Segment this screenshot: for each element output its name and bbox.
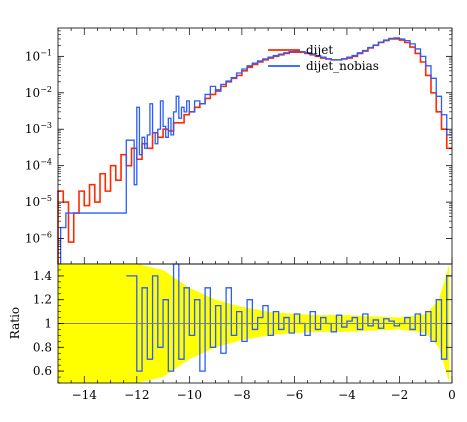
ratio-x-tick-label: −6	[286, 388, 304, 402]
main-series-dijet_nobias	[59, 37, 452, 264]
main-y-ticks: 10−6 10−5 10−4 10−3 10−2 10−1	[25, 30, 452, 265]
main-y-tick-label: 10−1	[25, 48, 52, 63]
ratio-x-tick-label: −12	[124, 388, 149, 402]
main-y-tick-label: 10−3	[25, 121, 52, 136]
ratio-y-tick-label: 0.6	[33, 364, 52, 378]
main-y-tick-label: 10−6	[25, 231, 52, 246]
legend-label: dijet	[306, 43, 333, 57]
ratio-x-tick-label: −10	[177, 388, 202, 402]
main-panel: 10−6 10−5 10−4 10−3 10−2 10−1 dijet dijet_nobi…	[25, 27, 453, 265]
ratio-y-axis-label: Ratio	[8, 307, 22, 339]
ratio-x-tick-label: −4	[338, 388, 356, 402]
main-y-tick-label: 10−4	[25, 158, 52, 173]
ratio-y-ticks: 0.6 0.8 1 1.2 1.4	[33, 263, 452, 384]
legend-label: dijet_nobias	[306, 59, 379, 73]
ratio-x-tick-label: −2	[391, 388, 409, 402]
ratio-series-layer	[126, 263, 452, 372]
main-series-dijet	[57, 38, 452, 264]
main-x-ticks	[57, 28, 453, 264]
ratio-x-tick-label: −8	[233, 388, 251, 402]
ratio-x-ticks: −14 −12 −10 −8 −6 −4 −2 0	[57, 376, 456, 402]
legend: dijet dijet_nobias	[268, 43, 379, 73]
main-y-tick-label: 10−2	[25, 85, 52, 100]
ratio-y-tick-label: 1	[44, 317, 52, 331]
ratio-y-tick-label: 0.8	[33, 340, 52, 354]
ratio-x-tick-label: −14	[72, 388, 98, 402]
main-y-tick-label: 10−5	[25, 194, 52, 209]
ratio-panel: 0.6 0.8 1 1.2 1.4 −14 −12 −10 −8 −6 −4 −2 0 Ratio	[8, 263, 456, 402]
series-line-dijet	[57, 38, 452, 264]
series-line-dijet_nobias	[59, 37, 452, 264]
ratio-series-line	[126, 263, 452, 372]
ratio-y-tick-label: 1.4	[33, 269, 52, 283]
ratio-y-tick-label: 1.2	[33, 293, 52, 307]
main-series-layer	[57, 37, 452, 264]
ratio-x-tick-label: 0	[448, 388, 456, 402]
